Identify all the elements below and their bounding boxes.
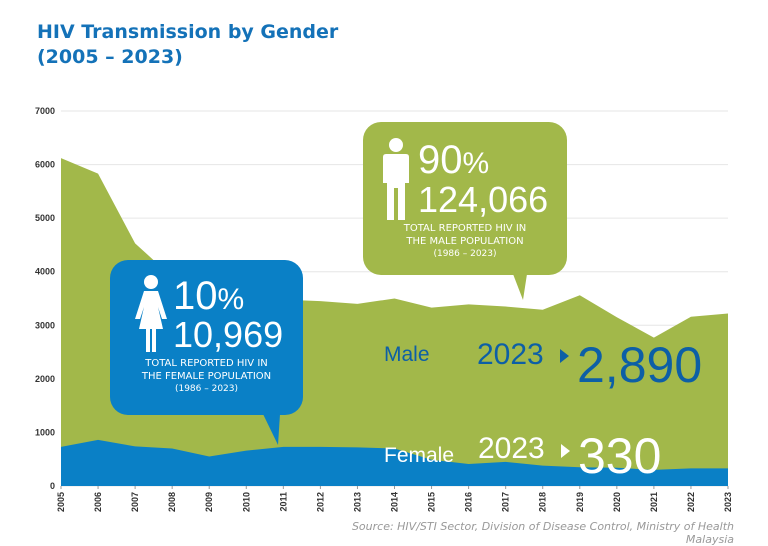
- male-series-label: Male: [384, 343, 430, 366]
- x-tick-label: 2014: [390, 492, 400, 512]
- female-percent: 10: [173, 274, 218, 318]
- male-caption-2: THE MALE POPULATION: [406, 236, 524, 247]
- female-callout: 10% 10,969 TOTAL REPORTED HIV IN THE FEM…: [110, 260, 303, 415]
- x-tick-label: 2007: [130, 492, 140, 512]
- title-line-1: HIV Transmission by Gender: [37, 21, 339, 43]
- female-total: 10,969: [173, 314, 284, 355]
- female-callout-pointer: [263, 414, 280, 445]
- male-caption-1: TOTAL REPORTED HIV IN: [403, 223, 527, 234]
- x-tick-label: 2019: [575, 492, 585, 512]
- x-tick-label: 2013: [352, 492, 362, 512]
- x-tick-label: 2006: [93, 492, 103, 512]
- x-tick-label: 2020: [612, 492, 622, 512]
- x-tick-label: 2005: [56, 492, 66, 512]
- x-tick-label: 2018: [538, 492, 548, 512]
- source-line-2: Malaysia: [685, 533, 734, 546]
- x-tick-label: 2011: [278, 492, 288, 512]
- male-2023-value: 2,890: [577, 337, 703, 393]
- x-tick-label: 2010: [241, 492, 251, 512]
- female-year: 2023: [478, 432, 545, 465]
- chart-title: HIV Transmission by Gender (2005 – 2023): [37, 20, 338, 70]
- male-percent: 90: [418, 138, 463, 182]
- female-2023-value: 330: [578, 428, 662, 484]
- female-area: [61, 439, 728, 486]
- male-callout-pointer: [513, 274, 527, 300]
- source-note: Source: HIV/STI Sector, Division of Dise…: [352, 520, 734, 546]
- male-callout: 90% 124,066 TOTAL REPORTED HIV IN THE MA…: [363, 122, 567, 275]
- y-tick-label: 4000: [35, 267, 55, 277]
- x-tick-label: 2017: [501, 492, 511, 512]
- male-year: 2023: [477, 338, 544, 371]
- male-person-icon: [383, 138, 409, 220]
- title-line-2: (2005 – 2023): [37, 46, 183, 68]
- male-arrow-icon: [560, 349, 569, 363]
- y-tick-label: 6000: [35, 160, 55, 170]
- x-tick-label: 2015: [427, 492, 437, 512]
- x-tick-label: 2016: [464, 492, 474, 512]
- female-arrow-icon: [561, 444, 570, 458]
- male-percent-sign: %: [462, 147, 490, 180]
- x-tick-label: 2021: [649, 492, 659, 512]
- female-series-label: Female: [384, 444, 455, 467]
- male-total: 124,066: [418, 179, 549, 220]
- y-tick-label: 1000: [35, 427, 55, 437]
- female-person-icon: [135, 275, 167, 352]
- x-tick-label: 2012: [315, 492, 325, 512]
- y-tick-label: 5000: [35, 213, 55, 223]
- x-tick-label: 2022: [686, 492, 696, 512]
- y-tick-label: 2000: [35, 374, 55, 384]
- y-tick-label: 7000: [35, 106, 55, 116]
- male-caption-3: (1986 – 2023): [433, 249, 497, 259]
- x-tick-label: 2009: [204, 492, 214, 512]
- female-caption-3: (1986 – 2023): [174, 384, 239, 394]
- female-caption-2: THE FEMALE POPULATION: [141, 371, 272, 382]
- y-tick-label: 0: [50, 481, 55, 491]
- female-caption-1: TOTAL REPORTED HIV IN: [145, 358, 268, 369]
- x-tick-label: 2023: [723, 492, 733, 512]
- female-percent-sign: %: [217, 283, 245, 316]
- source-line-1: Source: HIV/STI Sector, Division of Dise…: [351, 520, 734, 533]
- x-tick-label: 2008: [167, 492, 177, 512]
- y-tick-label: 3000: [35, 320, 55, 330]
